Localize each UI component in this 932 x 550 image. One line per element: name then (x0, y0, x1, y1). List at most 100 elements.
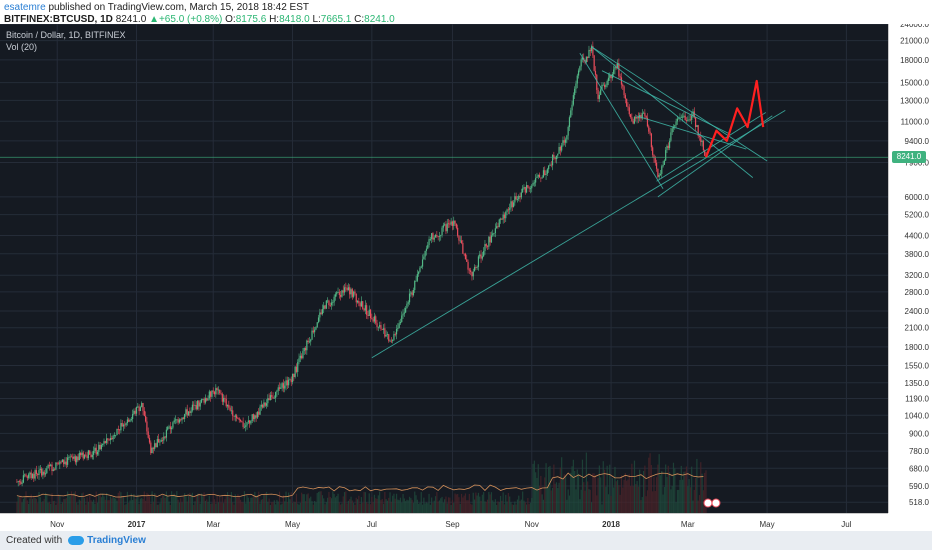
candle-body (254, 415, 256, 420)
candle-body (408, 293, 411, 303)
candle-body (678, 118, 680, 120)
candle-body (185, 409, 187, 415)
candle-body (239, 420, 242, 422)
candle-body (128, 419, 130, 422)
volume-bar (681, 479, 684, 513)
candle-body (459, 240, 461, 242)
candle-body (191, 404, 194, 411)
volume-bar (206, 499, 208, 513)
volume-bar (540, 475, 542, 513)
candle-body (285, 380, 287, 386)
candle-body (375, 316, 377, 324)
volume-bar (212, 492, 214, 513)
volume-bar (629, 485, 632, 513)
time-axis-labels: Nov 2017 Mar May Jul Sep Nov 2018 Mar May Jul (50, 520, 852, 529)
volume-bar (108, 500, 110, 513)
candle-body (142, 402, 144, 411)
candle-body (90, 454, 92, 458)
candle-body (525, 185, 528, 193)
candle-body (592, 46, 594, 56)
volume-bar (505, 494, 507, 513)
candle-body (601, 84, 603, 90)
tradingview-brand-link[interactable]: TradingView (87, 535, 146, 546)
candle-body (43, 471, 45, 475)
volume-bar (408, 496, 411, 513)
candle-body (320, 312, 322, 315)
volume-bar (377, 495, 379, 513)
volume-bar (420, 492, 422, 513)
candle-body (458, 235, 460, 241)
candle-body (550, 164, 552, 166)
candle-body (243, 426, 246, 428)
volume-bar (65, 498, 67, 513)
candle-body (393, 334, 395, 340)
candle-body (451, 221, 454, 226)
volume-bar (622, 487, 624, 513)
volume-bar (83, 498, 86, 513)
created-with-text: Created with (6, 535, 63, 546)
volume-bar (607, 494, 610, 513)
price-chart[interactable] (0, 24, 888, 513)
candle-body (367, 314, 369, 316)
volume-bar (421, 504, 424, 513)
volume-bar (122, 496, 125, 513)
volume-bar (311, 501, 313, 513)
volume-bar (627, 479, 629, 513)
candle-body (159, 441, 161, 443)
candle-body (563, 140, 565, 143)
y-tick-label: 590.0 (909, 482, 930, 491)
volume-bar (388, 497, 390, 513)
candle-body (241, 421, 243, 423)
volume-bar (262, 499, 264, 513)
price-axis[interactable]: 24000.0 21000.0 18000.0 15000.0 13000.0 11000… (888, 20, 932, 513)
candle-body (146, 421, 148, 432)
volume-bar (263, 494, 265, 513)
candle-body (462, 242, 464, 254)
candle-body (619, 76, 621, 78)
volume-bar (229, 498, 231, 513)
candle-body (502, 214, 504, 220)
candle-body (366, 305, 368, 315)
candle-body (180, 419, 182, 421)
candle-body (529, 188, 532, 190)
volume-bar (259, 503, 261, 513)
volume-bar (567, 489, 569, 513)
candle-body (340, 294, 342, 297)
volume-bar (382, 503, 385, 513)
volume-bar (281, 503, 283, 513)
candle-body (626, 98, 628, 107)
volume-bar (518, 495, 520, 513)
candle-body (667, 145, 669, 148)
volume-bar (425, 502, 428, 513)
candle-body (362, 301, 364, 309)
author-link[interactable]: esatemre (4, 2, 46, 13)
candle-body (515, 196, 517, 200)
candle-body (63, 459, 65, 465)
volume-bar (189, 492, 191, 513)
volume-bar (369, 504, 372, 513)
volume-bar (689, 487, 691, 513)
volume-bar (211, 503, 213, 513)
chart-pane[interactable]: Bitcoin / Dollar, 1D, BITFINEX Vol (20) (0, 24, 888, 513)
candle-body (67, 457, 69, 465)
candle-body (588, 49, 590, 58)
time-axis[interactable]: Nov 2017 Mar May Jul Sep Nov 2018 Mar May Jul (0, 513, 888, 531)
candle-body (293, 373, 295, 377)
candle-body (278, 387, 281, 389)
candle-body (233, 415, 235, 417)
volume-bar (221, 495, 223, 513)
volume-bar (86, 497, 88, 513)
volume-bar (255, 496, 257, 513)
volume-bar (165, 491, 168, 513)
volume-bar (557, 488, 559, 513)
volume-bar (130, 493, 132, 513)
volume-bar (81, 493, 83, 513)
candle-body (477, 256, 480, 267)
volume-bar (29, 498, 31, 513)
candle-body (537, 174, 539, 177)
volume-bar (455, 494, 457, 513)
volume-bar (472, 492, 474, 513)
y-tick-label: 5200.0 (905, 211, 930, 220)
volume-bar (96, 502, 99, 513)
volume-bar (449, 497, 451, 513)
